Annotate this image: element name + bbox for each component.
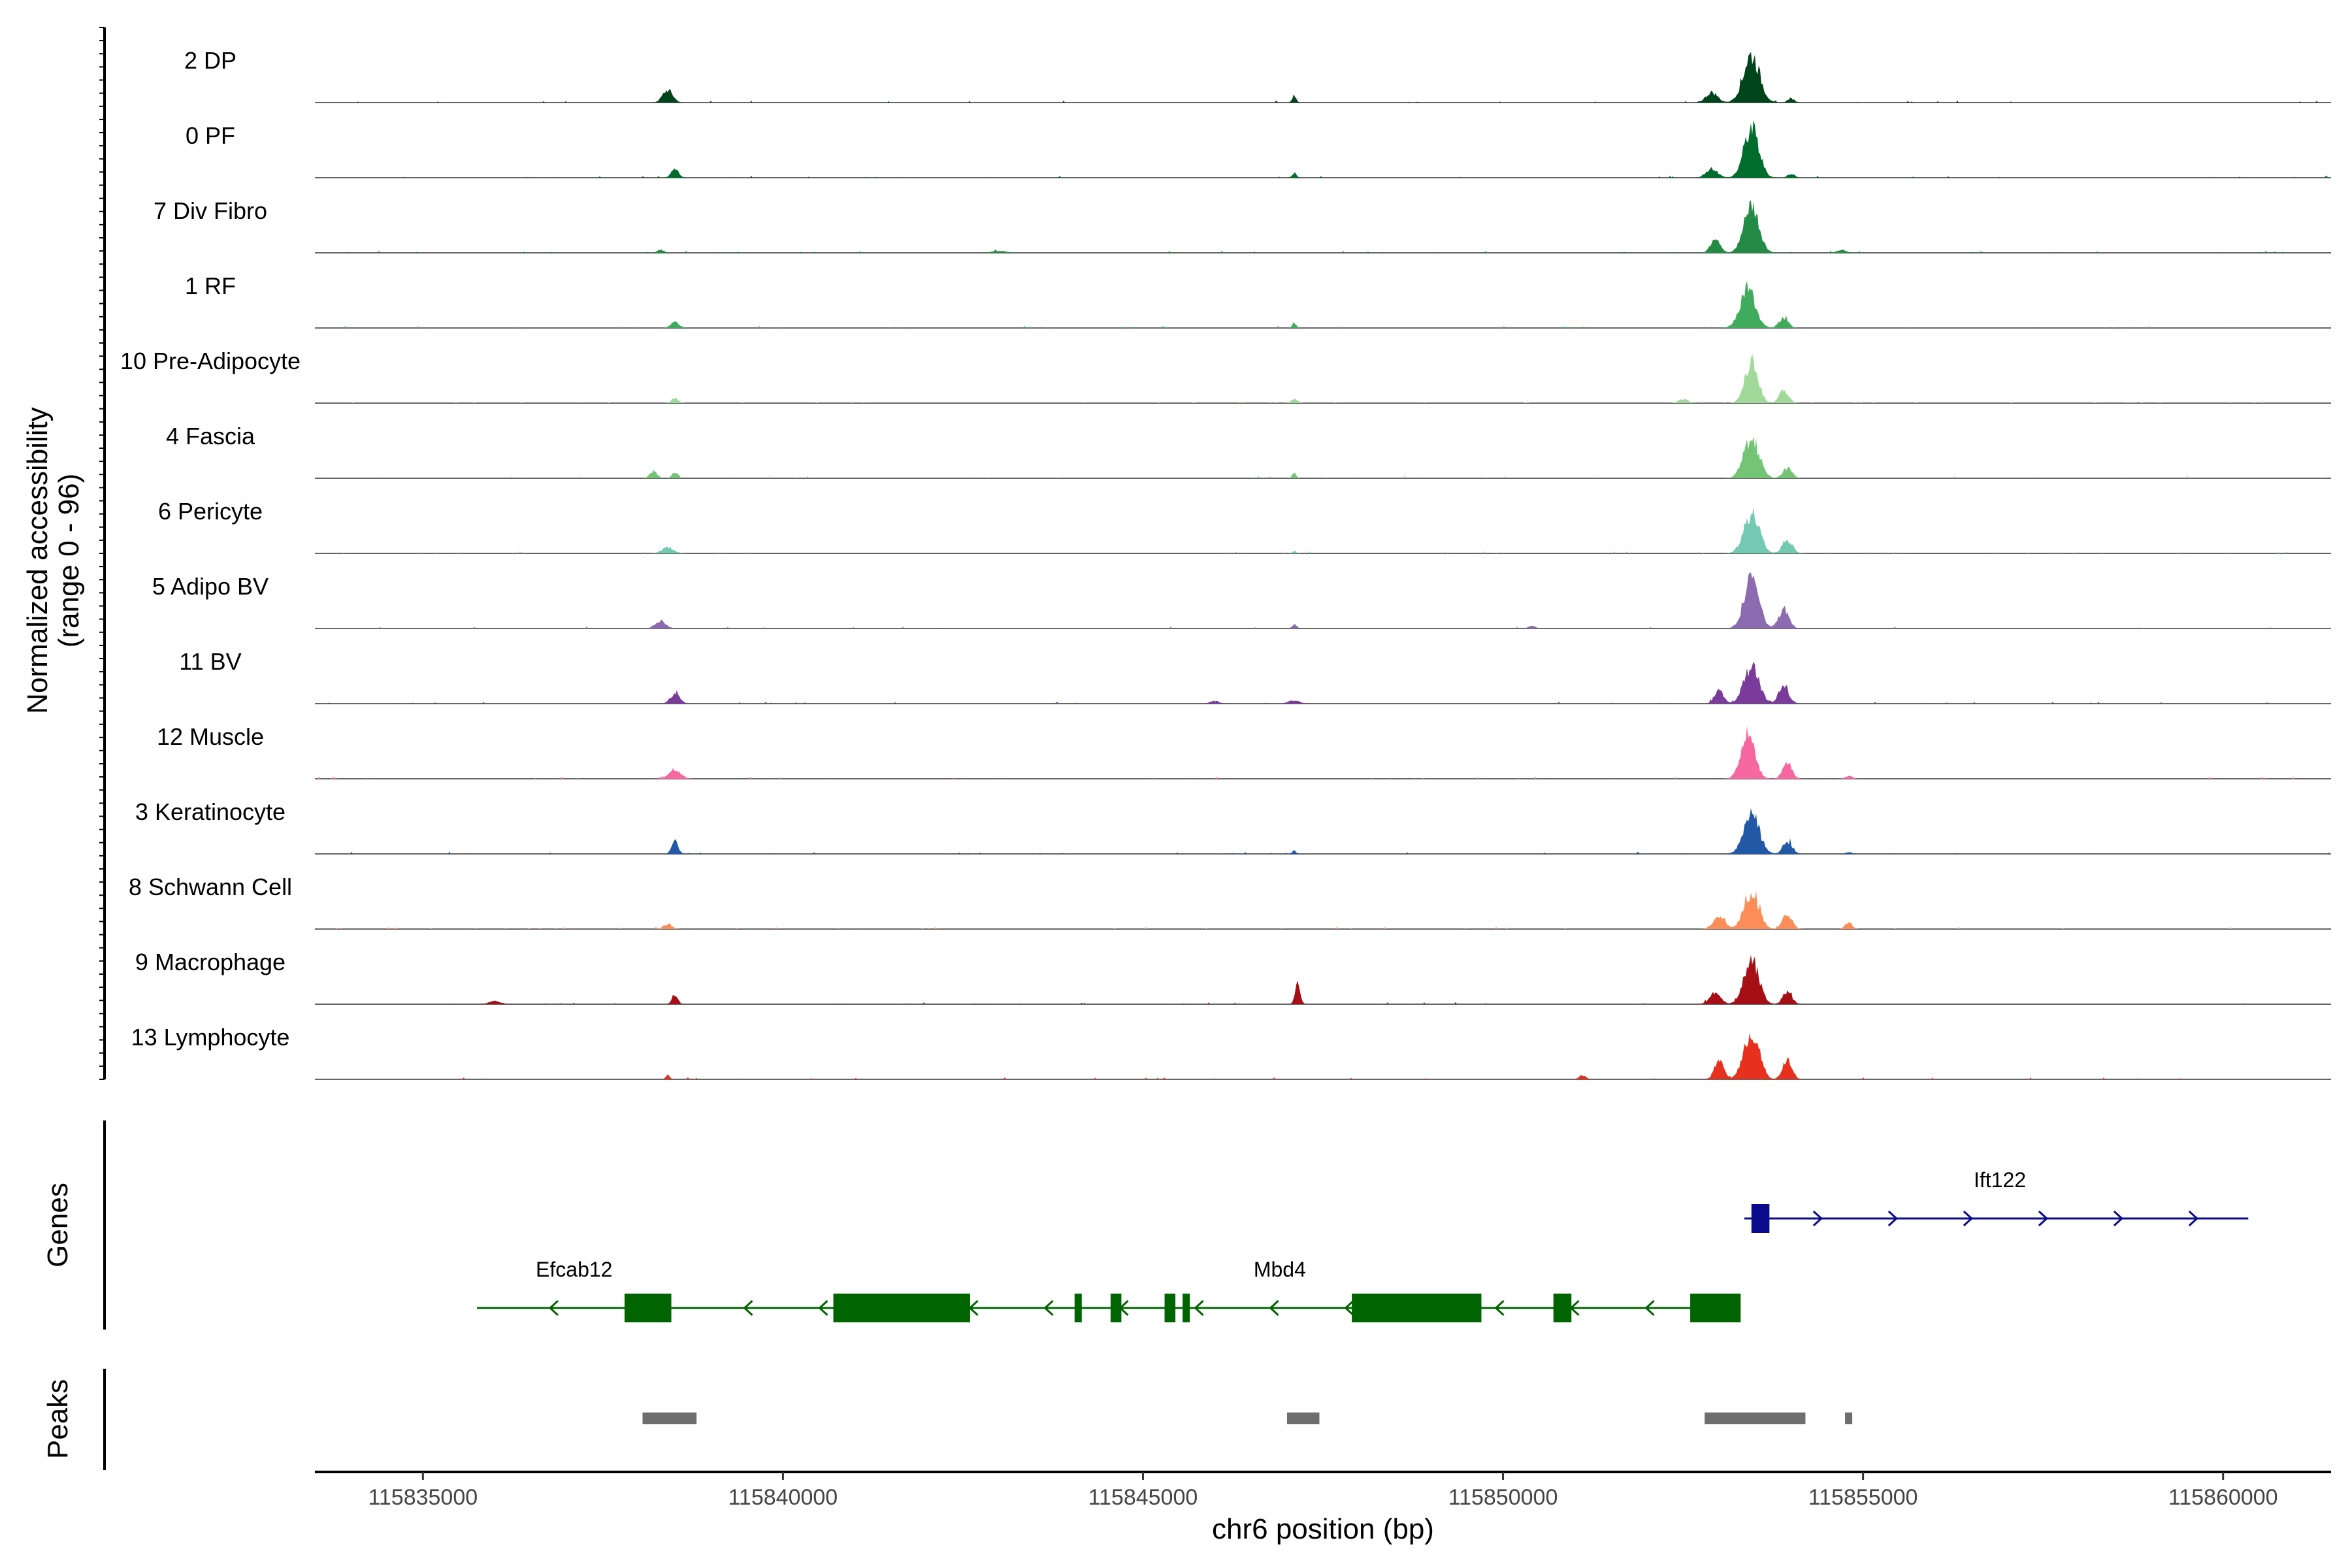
strand-arrow [2188,1210,2198,1227]
coverage-tracks: 2 DP 0 PF 7 Div Fibro 1 RF 10 Pre-Adipocyte 4… [120,47,2331,1080]
gene-exon [1553,1294,1572,1322]
track-coverage [315,52,2331,103]
track-coverage [315,507,2331,553]
track-label: 11 BV [179,648,241,675]
track-label: 13 Lymphocyte [131,1024,290,1051]
strand-arrow [743,1299,753,1316]
genes-panel: Genes Ift122 Efcab12 Mbd4 [42,1120,2249,1330]
track-label: 0 PF [186,122,235,149]
track-coverage [315,120,2331,178]
strand-arrow [2038,1210,2048,1227]
strand-arrow [1269,1299,1279,1316]
gene-model: Ift122 [1744,1168,2249,1233]
track: 6 Pericyte [158,498,2331,554]
track-label: 3 Keratinocyte [135,798,286,825]
gene-model: Efcab12 [476,1258,672,1322]
strand-arrow [1344,1299,1354,1316]
x-tick-label: 115835000 [368,1485,478,1510]
strand-arrow [1494,1299,1505,1316]
gene-exon [1690,1294,1741,1322]
strand-arrow [1887,1210,1898,1227]
strand-arrow [818,1299,828,1316]
track: 12 Muscle [157,723,2331,779]
track: 8 Schwann Cell [129,874,2331,930]
peak-region [1705,1413,1806,1424]
peak-region [1845,1413,1853,1424]
track: 2 DP [184,47,2331,103]
strand-arrow [548,1299,559,1316]
peaks-panel-label: Peaks [42,1379,74,1459]
gene-label: Mbd4 [1254,1258,1306,1281]
track-label: 1 RF [185,272,236,299]
gene-exon [1751,1204,1770,1233]
peak-region [642,1413,697,1424]
track: 4 Fascia [166,423,2331,479]
track: 10 Pre-Adipocyte [120,348,2331,404]
track-coverage [315,808,2331,854]
x-axis: 115835000 115840000 115845000 115850000 1158… [315,1471,2331,1545]
y-axis-title: Normalized accessibility [22,407,54,713]
gene-exon [1164,1294,1176,1322]
track: 5 Adipo BV [152,572,2331,629]
track: 1 RF [185,272,2331,329]
track: 7 Div Fibro [154,197,2331,253]
track: 11 BV [179,648,2331,704]
left-axis [99,27,106,1080]
track-coverage [315,436,2331,478]
gene-exon [1352,1294,1482,1322]
strand-arrow [1812,1210,1823,1227]
gene-models: Ift122 Efcab12 Mbd4 [476,1168,2249,1322]
track-label: 10 Pre-Adipocyte [120,348,301,374]
track: 0 PF [186,120,2331,178]
gene-exon [1110,1294,1122,1322]
track-coverage [315,572,2331,629]
track-coverage [315,661,2331,704]
gene-label: Ift122 [1974,1168,2026,1192]
strand-arrow [2113,1210,2123,1227]
strand-arrow [1644,1299,1655,1316]
track-coverage [315,890,2331,929]
peak-region [1286,1413,1320,1424]
x-tick-label: 115845000 [1088,1485,1198,1510]
track-label: 4 Fascia [166,423,255,449]
y-axis-label: Normalized accessibility (range 0 - 96) [22,407,85,713]
track-label: 9 Macrophage [135,949,286,975]
gene-exon [1183,1294,1190,1322]
track: 3 Keratinocyte [135,798,2331,855]
strand-arrow [1963,1210,1973,1227]
track-label: 8 Schwann Cell [129,874,292,900]
y-axis-range: (range 0 - 96) [53,474,85,648]
track-label: 5 Adipo BV [152,573,269,600]
track-label: 2 DP [184,47,237,74]
track-coverage [315,955,2331,1004]
x-tick-label: 115860000 [2168,1485,2278,1510]
strand-arrow [1043,1299,1054,1316]
track: 13 Lymphocyte [131,1024,2331,1080]
x-ticks: 115835000 115840000 115845000 115850000 1158… [368,1472,2278,1510]
gene-label: Efcab12 [536,1258,612,1281]
track-coverage [315,1033,2331,1079]
gene-exon [1074,1294,1082,1322]
track-coverage [315,281,2331,328]
track-label: 12 Muscle [157,723,264,750]
x-tick-label: 115840000 [728,1485,838,1510]
track: 9 Macrophage [135,949,2331,1005]
gene-exon [624,1294,672,1322]
x-tick-label: 115855000 [1808,1485,1918,1510]
x-axis-title: chr6 position (bp) [1212,1513,1434,1545]
track-coverage [315,200,2331,253]
strand-arrow [1194,1299,1204,1316]
gene-model: Mbd4 [671,1258,1741,1322]
peak-regions [642,1413,1853,1424]
peaks-panel: Peaks [42,1369,1853,1470]
genes-panel-label: Genes [42,1183,74,1267]
track-label: 6 Pericyte [158,498,263,525]
track-coverage [315,726,2331,779]
gene-exon [833,1294,970,1322]
x-tick-label: 115850000 [1448,1485,1558,1510]
track-label: 7 Div Fibro [154,197,267,224]
track-coverage [315,353,2331,403]
